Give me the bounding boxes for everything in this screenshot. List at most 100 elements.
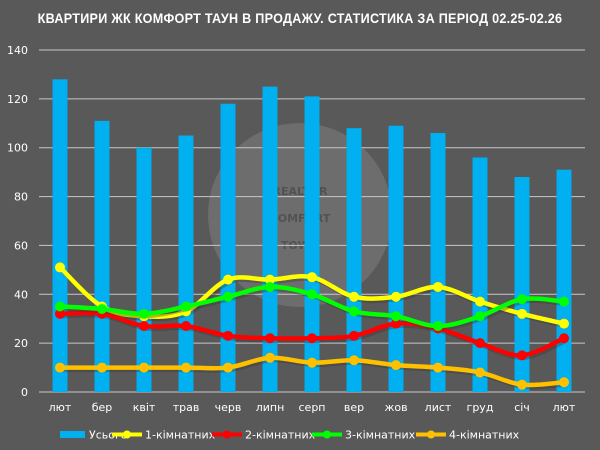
point-2-кімнатних-лют [559, 333, 569, 344]
bar-серп [304, 96, 320, 393]
legend-item-2-кімнатних: 2-кімнатних [212, 429, 316, 442]
point-4-кімнатних-січ [517, 379, 527, 390]
y-tick-label: 80 [14, 191, 28, 204]
y-tick-label: 120 [7, 93, 28, 106]
x-tick-label: лист [425, 401, 452, 414]
point-1-кімнатних-черв [223, 274, 233, 285]
legend-item-4-кімнатних: 4-кімнатних [416, 429, 520, 442]
bar-груд [472, 157, 488, 392]
legend-marker [427, 430, 435, 439]
x-tick-label: вер [344, 401, 364, 414]
bar-жов [388, 125, 404, 392]
point-2-кімнатних-лют [55, 308, 65, 319]
bar-липн [262, 86, 278, 393]
point-1-кімнатних-лют [55, 262, 65, 273]
point-2-кімнатних-вер [349, 330, 359, 341]
legend-label: Усього [89, 429, 128, 442]
point-1-кімнатних-січ [517, 308, 527, 319]
legend-swatch [60, 431, 85, 438]
point-4-кімнатних-вер [349, 355, 359, 366]
x-tick-label: черв [215, 401, 242, 414]
x-tick-label: лют [553, 401, 576, 414]
point-3-кімнатних-жов [391, 311, 401, 322]
point-3-кімнатних-лют [55, 301, 65, 312]
point-4-кімнатних-липн [265, 352, 275, 363]
point-4-кімнатних-груд [475, 367, 485, 378]
point-2-кімнатних-липн [265, 333, 275, 344]
point-3-кімнатних-черв [223, 291, 233, 302]
point-3-кімнатних-лист [433, 321, 443, 332]
x-tick-label: серп [299, 401, 326, 414]
bar-бер [94, 120, 110, 392]
point-4-кімнатних-черв [223, 362, 233, 373]
point-4-кімнатних-квіт [139, 362, 149, 373]
point-1-кімнатних-серп [307, 272, 317, 283]
point-4-кімнатних-лют [55, 362, 65, 373]
legend-item-3-кімнатних: 3-кімнатних [312, 429, 416, 442]
point-2-кімнатних-квіт [139, 321, 149, 332]
x-tick-label: липн [256, 401, 285, 414]
watermark-text: COMFORT [270, 212, 331, 225]
point-3-кімнатних-липн [265, 281, 275, 292]
point-3-кімнатних-бер [97, 303, 107, 314]
legend-item-Усього: Усього [60, 429, 128, 442]
y-tick-label: 20 [14, 337, 28, 350]
point-4-кімнатних-жов [391, 360, 401, 371]
legend-label: 2-кімнатних [245, 429, 316, 442]
point-1-кімнатних-лист [433, 281, 443, 292]
watermark-text: REALTOR [272, 185, 328, 198]
bar-січ [514, 177, 530, 392]
x-tick-label: груд [467, 401, 494, 414]
point-1-кімнатних-груд [475, 296, 485, 307]
point-4-кімнатних-бер [97, 362, 107, 373]
point-3-кімнатних-груд [475, 311, 485, 322]
y-tick-label: 140 [7, 44, 28, 57]
x-tick-label: січ [514, 401, 530, 414]
point-2-кімнатних-трав [181, 321, 191, 332]
point-1-кімнатних-жов [391, 291, 401, 302]
bar-лют [52, 79, 68, 393]
point-4-кімнатних-лист [433, 362, 443, 373]
legend-marker [123, 430, 131, 439]
x-tick-label: лют [49, 401, 72, 414]
bar-вер [346, 128, 362, 392]
point-2-кімнатних-жов [391, 318, 401, 329]
bar-трав [178, 135, 194, 392]
legend-marker [223, 430, 231, 439]
point-3-кімнатних-квіт [139, 308, 149, 319]
watermark-circle [208, 123, 392, 307]
y-tick-label: 40 [14, 288, 28, 301]
point-1-кімнатних-лют [559, 318, 569, 329]
point-1-кімнатних-вер [349, 291, 359, 302]
bar-лют [556, 169, 572, 392]
y-tick-label: 60 [14, 239, 28, 252]
point-4-кімнатних-трав [181, 362, 191, 373]
bar-черв [220, 103, 236, 392]
point-2-кімнатних-черв [223, 330, 233, 341]
x-tick-label: квіт [133, 401, 156, 414]
bar-лист [430, 133, 446, 393]
y-tick-label: 100 [7, 142, 28, 155]
point-2-кімнатних-груд [475, 338, 485, 349]
point-3-кімнатних-лют [559, 296, 569, 307]
legend-label: 1-кімнатних [145, 429, 216, 442]
point-1-кімнатних-липн [265, 274, 275, 285]
x-tick-label: бер [92, 401, 113, 414]
point-3-кімнатних-вер [349, 306, 359, 317]
point-4-кімнатних-лют [559, 377, 569, 388]
y-tick-label: 0 [21, 386, 28, 399]
point-2-кімнатних-серп [307, 333, 317, 344]
chart-title: КВАРТИРИ ЖК КОМФОРТ ТАУН В ПРОДАЖУ. СТАТ… [37, 10, 563, 26]
x-tick-label: жов [384, 401, 407, 414]
legend-label: 4-кімнатних [449, 429, 520, 442]
point-2-кімнатних-січ [517, 350, 527, 361]
legend-label: 3-кімнатних [345, 429, 416, 442]
legend-item-1-кімнатних: 1-кімнатних [112, 429, 216, 442]
point-3-кімнатних-січ [517, 294, 527, 305]
bar-квіт [136, 147, 152, 392]
point-3-кімнатних-трав [181, 301, 191, 312]
x-tick-label: трав [173, 401, 200, 414]
point-4-кімнатних-серп [307, 357, 317, 368]
